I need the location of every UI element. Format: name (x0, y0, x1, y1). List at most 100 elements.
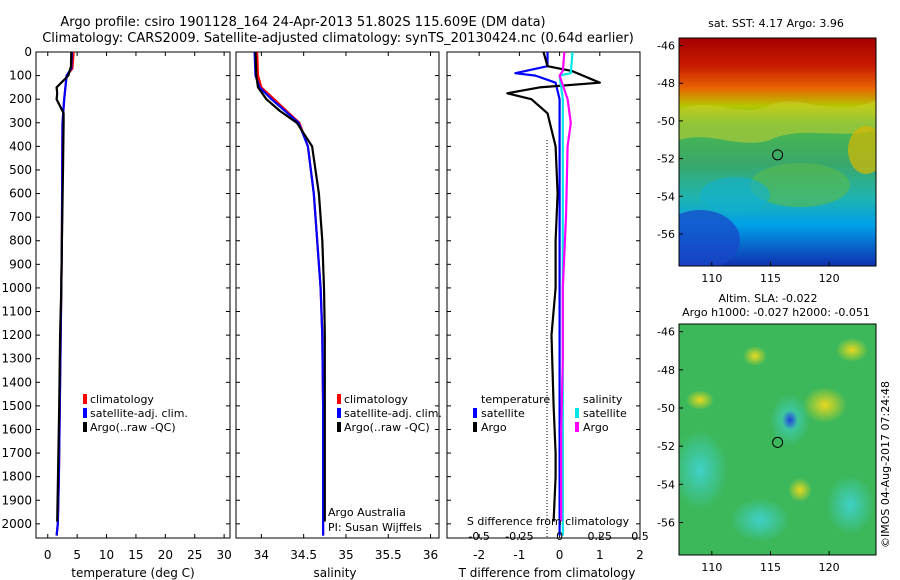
top-tick-label: -0.25 (505, 530, 533, 543)
difference-plot-frame (446, 51, 641, 539)
credit-text: ©IMOS 04-Aug-2017 07:24:48 (879, 381, 892, 548)
sst-map-frame (678, 37, 877, 267)
y-tick-label: 1600 (1, 422, 32, 436)
lon-tick-label: 115 (760, 561, 781, 574)
legend-swatch-climatology (83, 394, 87, 404)
legend-label-sal-satellite: satellite (583, 407, 627, 420)
y-tick-label: 600 (9, 187, 32, 201)
series-line (558, 51, 572, 522)
sst-warm-patch (848, 126, 876, 174)
y-tick-label: 100 (9, 69, 32, 83)
lat-tick-label: -48 (657, 77, 675, 90)
series-line (514, 52, 561, 536)
y-tick-label: 1100 (1, 305, 32, 319)
top-tick-label: 0.5 (631, 530, 649, 543)
sla-float-marker (772, 436, 784, 448)
x-tick-label: -2 (473, 548, 485, 562)
lat-tick-label: -54 (657, 478, 675, 491)
lat-tick-label: -46 (657, 40, 675, 53)
legend-label-satellite-adj: satellite-adj. clim. (344, 407, 442, 420)
legend-swatch-argo (83, 422, 87, 432)
top-tick-label: 0.25 (588, 530, 613, 543)
sla-yellow-patch (788, 478, 812, 502)
sst-map: sat. SST: 4.17 Argo: 3.96 -46 -48 -50 -52 -5… (657, 17, 877, 285)
salinity-panel: 34 34.5 35 35.5 36 salinity climatology sate… (235, 51, 442, 580)
x-tick-label: 35 (338, 548, 353, 562)
sla-map-frame (678, 323, 877, 556)
y-tick-label: 1000 (1, 281, 32, 295)
sst-map-title: sat. SST: 4.17 Argo: 3.96 (708, 17, 844, 30)
legend-swatch-climatology (337, 394, 341, 404)
x-tick-label: 5 (73, 548, 81, 562)
lon-tick-label: 120 (819, 272, 840, 285)
sst-warm-front (679, 100, 876, 143)
legend-swatch-sal-argo (575, 422, 579, 432)
sla-yellow-patch (836, 338, 868, 362)
temperature-xlabel: temperature (deg C) (71, 566, 194, 580)
legend-swatch-satellite (83, 408, 87, 418)
x-tick-label: 34.5 (290, 548, 317, 562)
lat-tick-label: -50 (657, 115, 675, 128)
top-tick-label: 0 (556, 530, 563, 543)
legend-title-salinity: salinity (583, 393, 623, 406)
s-difference-label: S difference from climatology (467, 515, 630, 528)
y-tick-label: 700 (9, 210, 32, 224)
x-tick-label: 10 (99, 548, 114, 562)
y-tick-label: 300 (9, 116, 32, 130)
temperature-legend: climatology satellite-adj. clim. Argo(..… (83, 393, 188, 434)
legend-swatch-satellite (337, 408, 341, 418)
y-tick-label: 900 (9, 257, 32, 271)
y-tick-label: 1900 (1, 493, 32, 507)
sla-cyan-patch (679, 430, 728, 510)
legend-label-temp-satellite: satellite (481, 407, 525, 420)
salinity-xlabel: salinity (313, 566, 356, 580)
series-line (55, 51, 73, 522)
y-tick-label: 0 (24, 45, 32, 59)
x-tick-label: 25 (187, 548, 202, 562)
legend-swatch-argo (337, 422, 341, 432)
x-tick-label: 2 (636, 548, 644, 562)
x-tick-label: 0 (44, 548, 52, 562)
lat-tick-label: -46 (657, 326, 675, 339)
legend-label-temp-argo: Argo (481, 421, 507, 434)
lon-tick-label: 120 (819, 561, 840, 574)
difference-panel: -2 -1 0 1 2 S difference from climatology -0… (446, 51, 649, 580)
x-tick-label: 20 (158, 548, 173, 562)
sla-cyan-patch (826, 475, 874, 535)
figure-title-line1: Argo profile: csiro 1901128_164 24-Apr-2… (60, 15, 545, 30)
legend-swatch-temp-argo (473, 422, 477, 432)
sla-map-title2: Argo h1000: -0.027 h2000: -0.051 (682, 306, 870, 319)
lon-tick-label: 110 (701, 561, 722, 574)
legend-swatch-sal-satellite (575, 408, 579, 418)
legend-label-climatology: climatology (90, 393, 154, 406)
legend-label-argo: Argo(..raw -QC) (344, 421, 430, 434)
temperature-panel: 0100200300400500600700800900100011001200… (1, 45, 231, 580)
y-tick-label: 1300 (1, 352, 32, 366)
sla-cyan-patch (730, 498, 790, 542)
x-tick-label: 35.5 (375, 548, 402, 562)
lon-tick-label: 110 (701, 272, 722, 285)
x-tick-label: -1 (513, 548, 525, 562)
salinity-plot-frame (235, 51, 440, 539)
x-tick-label: 15 (128, 548, 143, 562)
sla-map-title1: Altim. SLA: -0.022 (718, 292, 817, 305)
institution-annotation: Argo Australia (328, 506, 406, 519)
series-line (253, 51, 325, 536)
y-tick-label: 1700 (1, 446, 32, 460)
y-tick-label: 800 (9, 234, 32, 248)
temperature-plot-frame (35, 51, 231, 539)
lat-tick-label: -48 (657, 364, 675, 377)
x-tick-label: 0 (556, 548, 564, 562)
y-tick-label: 200 (9, 92, 32, 106)
sst-float-marker (772, 149, 784, 161)
sla-yellow-patch (686, 390, 714, 410)
y-tick-label: 1200 (1, 328, 32, 342)
legend-label-satellite-adj: satellite-adj. clim. (90, 407, 188, 420)
series-line (506, 51, 601, 522)
y-tick-label: 2000 (1, 517, 32, 531)
sla-map: Altim. SLA: -0.022 Argo h1000: -0.027 h2… (657, 292, 877, 574)
legend-label-climatology: climatology (344, 393, 408, 406)
y-tick-label: 1800 (1, 470, 32, 484)
legend-swatch-temp-satellite (473, 408, 477, 418)
